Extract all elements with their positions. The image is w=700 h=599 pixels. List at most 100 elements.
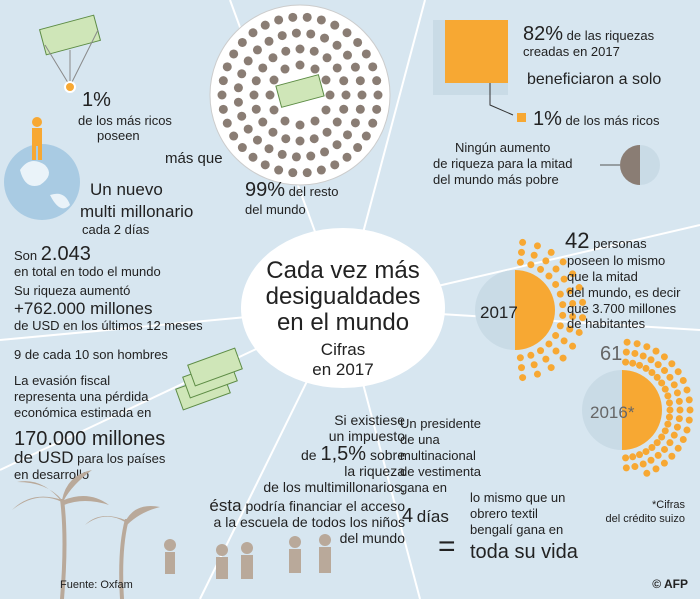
dot (341, 90, 351, 100)
dot (639, 460, 647, 468)
dot (629, 453, 637, 461)
text-line: +762.000 millones (14, 299, 152, 318)
dot (353, 143, 363, 153)
dot (569, 342, 577, 350)
dot (661, 385, 669, 393)
dot (339, 104, 349, 114)
dot (674, 368, 682, 376)
tax-evasion-amount-unit: millones (92, 428, 165, 450)
dot (533, 242, 541, 250)
dot (559, 301, 567, 309)
dot (622, 454, 630, 462)
tax-evasion-last: en desarrollo (14, 467, 89, 482)
dot (665, 413, 673, 421)
footer-credit: © AFP (652, 577, 688, 591)
top-left-rich-lines: poseen (97, 128, 140, 143)
dot (229, 131, 239, 141)
text-line: ésta podría financiar el acceso (209, 496, 405, 515)
poor-lines: de riqueza para la mitad (433, 156, 572, 171)
dot (639, 352, 647, 360)
dot (368, 62, 378, 72)
dot (280, 116, 290, 126)
dot (277, 31, 287, 41)
dot (579, 314, 587, 322)
tax-esta: ésta (209, 496, 242, 515)
palms (12, 470, 160, 599)
tax-evasion-currency-suffix: para los países (77, 451, 166, 466)
text-line: de 1,5% sobre (301, 443, 405, 465)
dot (332, 63, 342, 73)
ceo-equals: = (438, 530, 456, 563)
dot (666, 406, 674, 414)
dot (661, 367, 669, 375)
dot (527, 261, 535, 269)
dot (320, 33, 330, 43)
crowd-dots (217, 12, 383, 178)
dot (325, 90, 335, 100)
dot (277, 149, 287, 159)
dot (660, 459, 668, 467)
dot (316, 15, 326, 25)
dot (332, 140, 342, 150)
dot (569, 300, 577, 308)
dot (579, 298, 587, 306)
dot (665, 399, 673, 407)
top-left-rest-lines: del mundo (245, 202, 306, 217)
dot (310, 64, 320, 74)
dot (559, 354, 567, 362)
dot (633, 340, 641, 348)
bill (275, 74, 325, 108)
billionaires-headline: Un nuevo (90, 180, 163, 199)
dot (679, 376, 687, 384)
dot (288, 168, 298, 178)
dot (295, 136, 305, 146)
tax-lines-b: la riqueza (344, 463, 405, 479)
poor-other-half (640, 145, 660, 185)
dot (260, 160, 270, 170)
half-2016 (582, 370, 622, 450)
dot (368, 118, 378, 128)
dot (274, 165, 284, 175)
dot (361, 49, 371, 59)
richest-lines: del mundo, es decir (567, 285, 681, 300)
text-line: Son 2.043 (14, 243, 91, 265)
dot (664, 392, 672, 400)
dot (636, 361, 644, 369)
dot (653, 373, 661, 381)
poor-lines: Ningún aumento (455, 140, 550, 155)
billionaires-every: cada 2 días (82, 222, 150, 237)
tax-evasion-currency: de USD (14, 448, 74, 467)
tax-lines-c: podría financiar el acceso (245, 498, 405, 514)
dot (654, 451, 662, 459)
dot (686, 406, 694, 414)
half-2017 (475, 270, 515, 350)
dot (675, 397, 683, 405)
dot (547, 248, 555, 256)
dot (268, 127, 278, 137)
continents (20, 161, 70, 209)
dot (361, 131, 371, 141)
dot (217, 90, 227, 100)
dot (355, 104, 365, 114)
dot (310, 116, 320, 126)
dot (316, 165, 326, 175)
dot (647, 356, 655, 364)
dot (268, 53, 278, 63)
dot (264, 36, 274, 46)
dot (643, 343, 651, 351)
dot (666, 373, 674, 381)
text-line: 1% de los más ricos (533, 108, 660, 130)
dot (545, 272, 553, 280)
center-title: en el mundo (277, 309, 409, 336)
dot (566, 325, 574, 333)
dot (631, 349, 639, 357)
dot (519, 374, 527, 382)
dot (258, 63, 268, 73)
tax-sobre: sobre (370, 447, 405, 463)
dot (670, 431, 678, 439)
dot (355, 76, 365, 86)
dot (552, 347, 560, 355)
dot (560, 275, 568, 283)
dot (575, 328, 583, 336)
top-right-wealth-lines: de las riquezas (567, 28, 655, 43)
